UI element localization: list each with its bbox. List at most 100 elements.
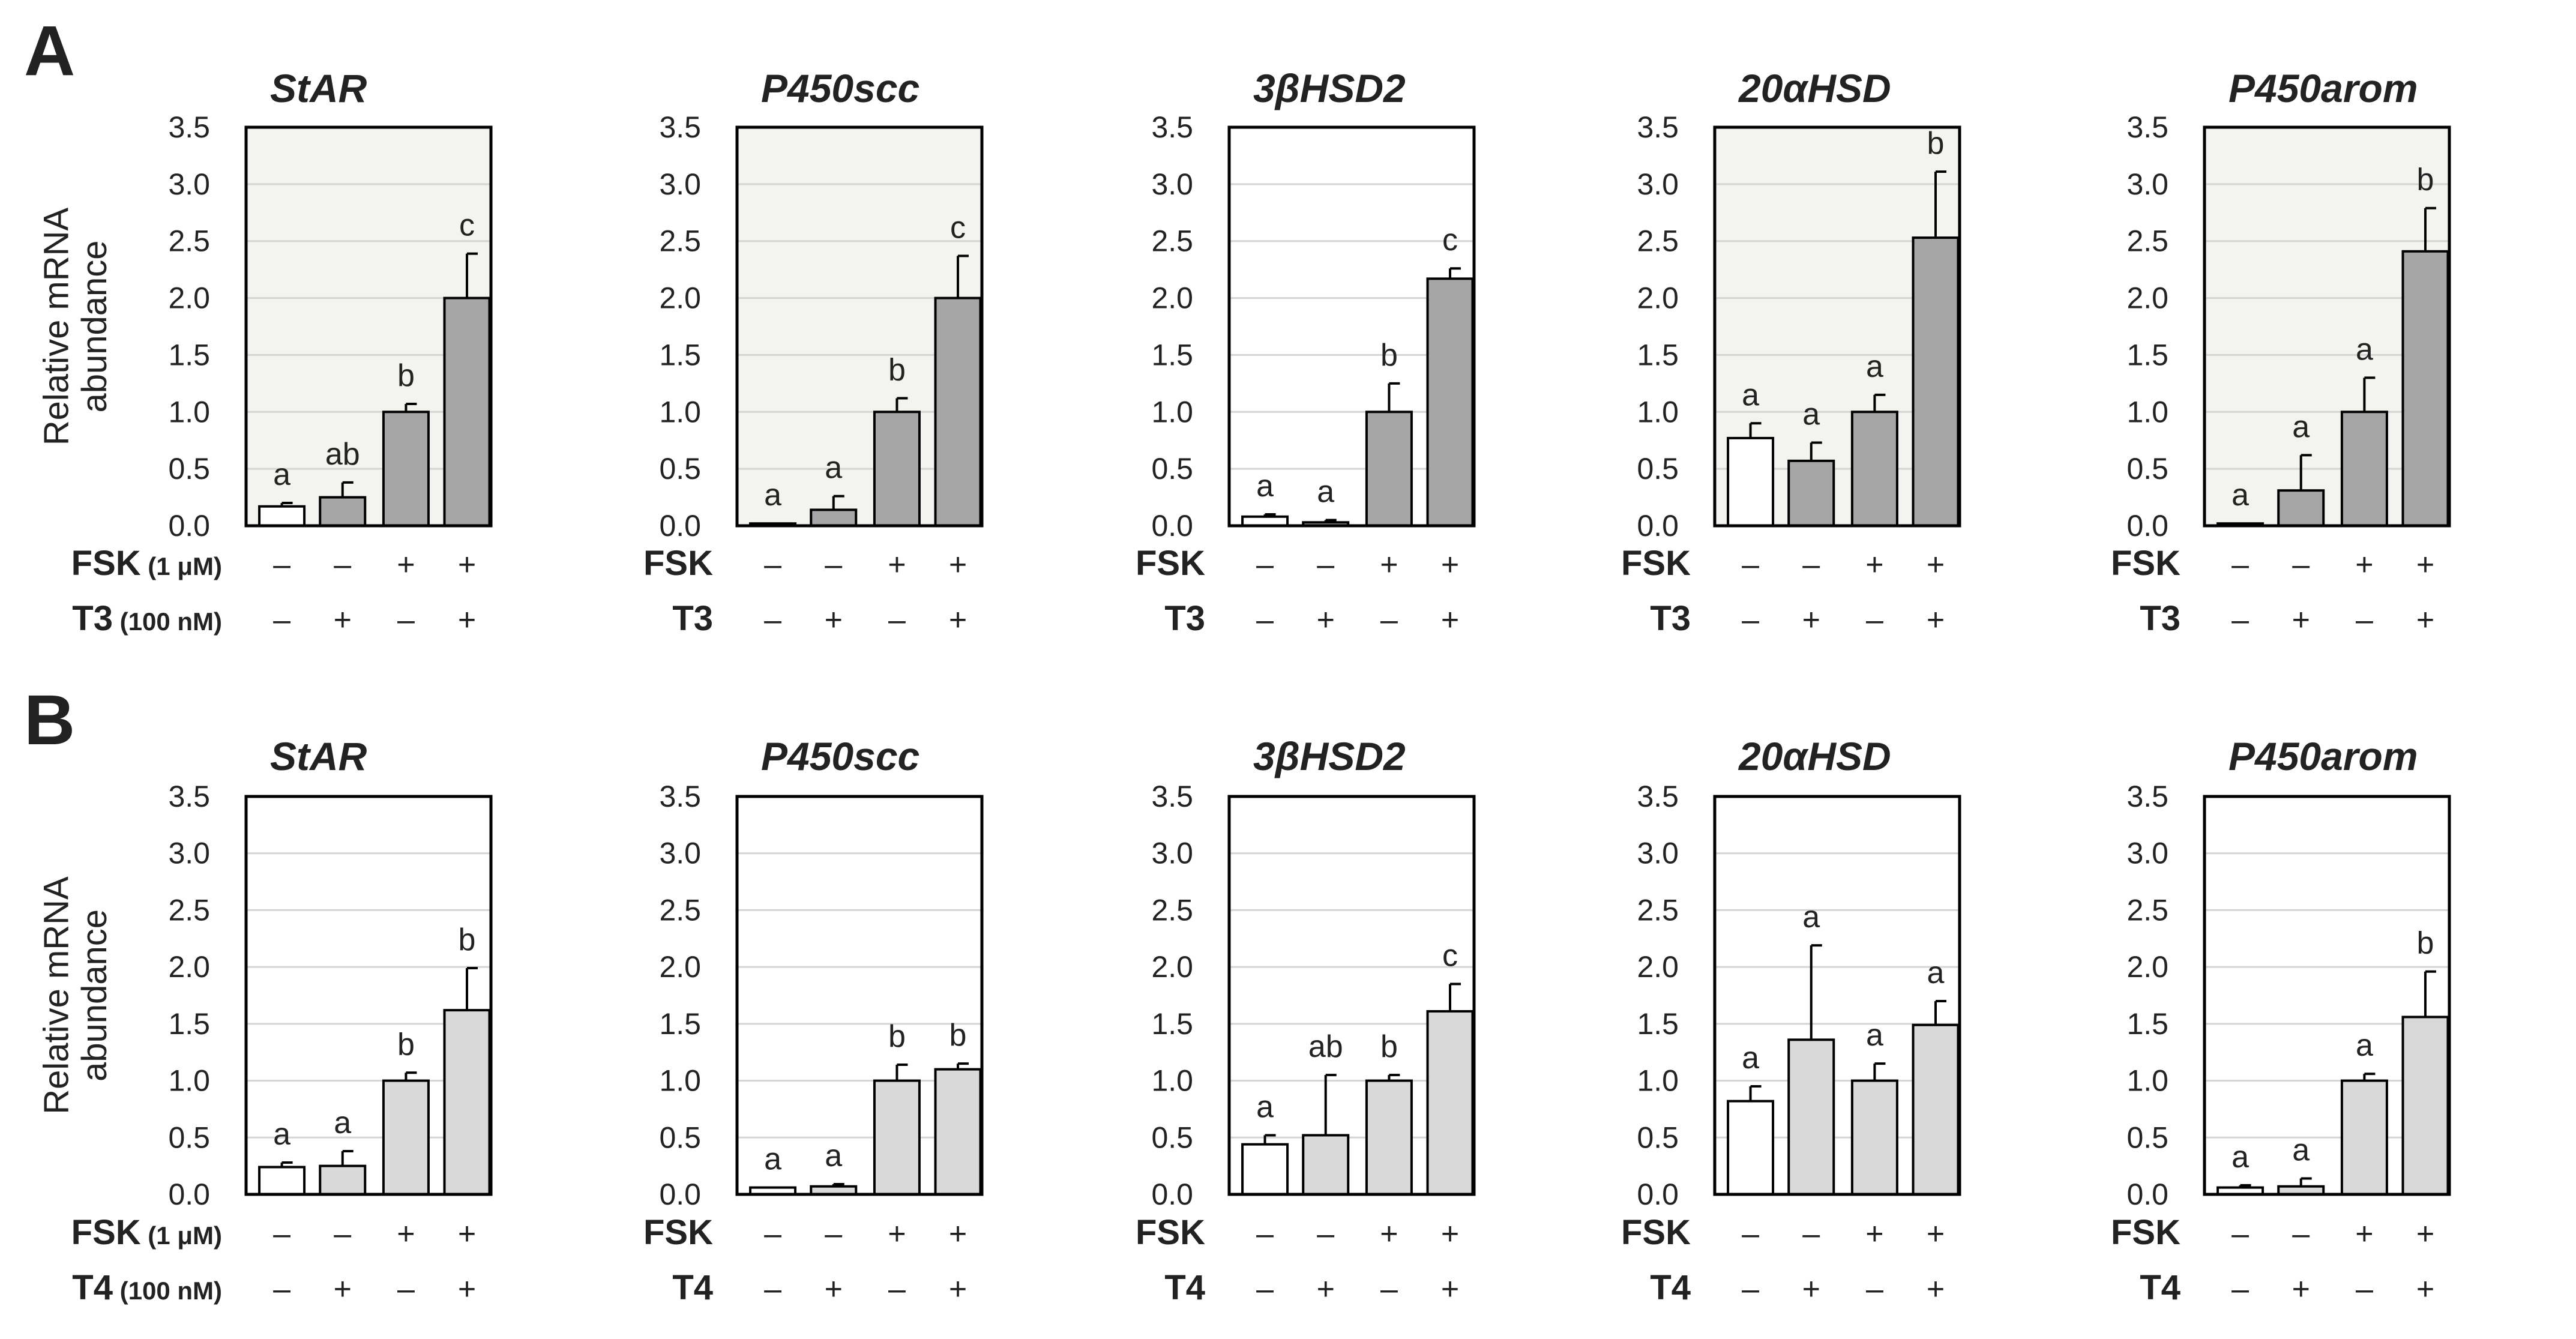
fsk-sign: + [888,1217,906,1251]
bar [1727,436,1775,527]
hormone-sign: – [888,1272,906,1307]
fsk-label: FSK [2111,1213,2180,1252]
plot-frame [1713,795,1961,1196]
row-A: A Relative mRNAabundance FSK (1 μM) T3 (100… [24,11,2434,638]
hormone-sign: + [825,1272,843,1307]
y-tick-label: 1.0 [659,395,701,429]
bar [1787,459,1835,527]
significance-letter: a [2356,332,2373,367]
bar [443,1009,491,1196]
significance-letter: a [2292,1133,2310,1167]
significance-letter: a [764,478,781,513]
bar [1241,1143,1289,1196]
chart-panel: 0.0 0.5 1.0 1.5 2.0 2.5 3.0 3.5 a a a b 20αHSD [1637,66,1961,543]
fsk-sign: + [397,1217,415,1251]
fsk-sign: + [1441,547,1459,582]
significance-letter: a [825,1139,842,1173]
panel-title: P450arom [2228,734,2418,778]
hormone-label: T4 (100 nM) [72,1268,222,1307]
bar [2277,489,2325,528]
significance-letter: c [459,208,475,243]
plot-frame [244,795,493,1196]
y-tick-label: 2.5 [1151,224,1193,258]
y-tick-label: 0.5 [168,1121,210,1154]
y-tick-label: 3.5 [659,780,701,813]
y-tick-label: 0.0 [1637,1178,1679,1211]
fsk-label: FSK (1 μM) [71,1213,222,1252]
hormone-sign: + [1927,603,1945,637]
fsk-sign: + [1927,547,1945,582]
y-tick-label: 2.0 [1637,281,1679,315]
y-tick-label: 1.0 [1151,395,1193,429]
y-tick-label: 2.5 [1151,893,1193,927]
significance-letter: a [1802,397,1820,432]
y-tick-label: 2.0 [168,281,210,315]
significance-letter: a [1742,1041,1759,1076]
y-tick-label: 1.5 [1637,1007,1679,1041]
y-tick-label: 2.5 [659,893,701,927]
chart-panel: 0.0 0.5 1.0 1.5 2.0 2.5 3.0 3.5 aab b c 3βHSD2 [1151,734,1476,1211]
significance-letter: a [1866,349,1883,384]
fsk-label: FSK [1621,544,1691,583]
fsk-sign: – [273,1217,290,1251]
y-tick-label: 2.5 [1637,893,1679,927]
significance-letter: a [2231,1140,2249,1175]
y-tick-label: 3.5 [1637,780,1679,813]
y-tick-label: 1.5 [659,338,701,372]
y-tick-label: 1.5 [659,1007,701,1041]
y-tick-label: 1.5 [168,338,210,372]
significance-letter: b [459,922,476,957]
bar [258,1166,306,1196]
y-tick-label: 2.0 [1151,950,1193,984]
hormone-label: T3 [672,599,713,638]
bar [1426,277,1474,527]
bar [319,1164,367,1196]
hormone-label: T4 [672,1268,713,1307]
hormone-sign: – [1742,603,1759,637]
y-tick-label: 2.0 [2126,950,2168,984]
y-tick-label: 0.0 [659,1178,701,1211]
bar [258,505,306,528]
y-tick-label: 2.5 [168,893,210,927]
y-tick-label: 1.0 [2126,395,2168,429]
significance-letter: a [1802,900,1820,934]
significance-letter: a [2231,478,2249,513]
fsk-sign: – [2231,1217,2249,1251]
y-tick-label: 0.5 [2126,1121,2168,1154]
y-tick-label: 3.0 [168,167,210,201]
hormone-sign: + [2416,1272,2434,1307]
fsk-sign: + [949,1217,967,1251]
hormone-sign: – [273,1272,290,1307]
fsk-sign: + [888,547,906,582]
hormone-sign: + [1802,1272,1820,1307]
hormone-label: T3 [1650,599,1691,638]
fsk-sign: – [334,547,351,582]
y-tick-label: 1.0 [1637,395,1679,429]
hormone-sign: – [2356,1272,2373,1307]
y-tick-label: 3.5 [168,110,210,144]
fsk-sign: + [397,547,415,582]
chart-panel: 0.0 0.5 1.0 1.5 2.0 2.5 3.0 3.5 a a b c 3βHSD2 [1151,66,1476,543]
fsk-sign: – [2292,1217,2310,1251]
hormone-sign: – [397,1272,415,1307]
hormone-sign: – [2231,1272,2249,1307]
significance-letter: b [888,353,906,388]
fsk-sign: + [1865,1217,1883,1251]
panel-label: A [24,11,75,91]
y-tick-label: 3.0 [168,837,210,870]
significance-letter: b [1380,1029,1398,1064]
bar [1426,1010,1474,1196]
chart-panel: 0.0 0.5 1.0 1.5 2.0 2.5 3.0 3.5 a a b c P450scc [659,66,984,543]
hormone-sign: – [1742,1272,1759,1307]
y-tick-label: 1.5 [1151,338,1193,372]
y-tick-label: 2.5 [2126,893,2168,927]
y-tick-label: 3.0 [1151,167,1193,201]
plot-frame [1713,125,1961,528]
y-tick-label: 2.0 [2126,281,2168,315]
significance-letter: a [825,451,842,486]
plot-frame [2203,795,2451,1196]
y-tick-label: 1.0 [168,1064,210,1098]
hormone-sign: + [1802,603,1820,637]
panel-label: B [24,681,75,760]
y-axis-label: Relative mRNAabundance [37,876,114,1115]
